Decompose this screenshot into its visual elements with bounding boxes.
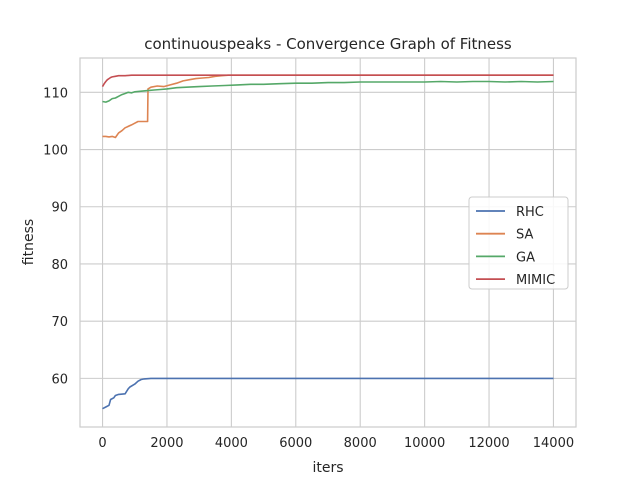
x-tick-label: 2000 [150, 436, 183, 451]
x-axis-label: iters [312, 460, 343, 476]
chart-title: continuouspeaks - Convergence Graph of F… [144, 35, 512, 53]
y-tick-label: 100 [43, 144, 68, 159]
x-tick-label: 6000 [279, 436, 312, 451]
series-line-mimic [101, 74, 554, 88]
series-line-ga [102, 80, 554, 103]
x-tick-label: 0 [98, 436, 106, 451]
legend-label-mimic: MIMIC [516, 273, 555, 288]
legend-label-rhc: RHC [516, 205, 544, 220]
legend-label-sa: SA [516, 228, 533, 243]
x-tick-label: 10000 [404, 436, 445, 451]
x-tick-label: 4000 [215, 436, 248, 451]
y-axis-label: fitness [21, 219, 37, 265]
y-tick-label: 80 [51, 258, 68, 273]
legend-box [468, 196, 569, 290]
plot-frame [79, 57, 577, 428]
series-line-rhc [102, 377, 554, 410]
legend-label-ga: GA [516, 250, 535, 265]
x-tick-label: 8000 [344, 436, 377, 451]
y-tick-label: 110 [43, 86, 68, 101]
y-tick-label: 60 [51, 372, 68, 387]
y-axis-ticks: 60 70 80 90 100 110 [43, 86, 68, 387]
x-axis-ticks: 0 2000 4000 6000 8000 10000 12000 14000 [98, 436, 574, 451]
x-tick-label: 14000 [533, 436, 574, 451]
x-tick-label: 12000 [468, 436, 509, 451]
series-lines [101, 74, 554, 410]
legend: RHC SA GA MIMIC [468, 196, 569, 290]
y-tick-label: 70 [51, 315, 68, 330]
y-tick-label: 90 [51, 201, 68, 216]
